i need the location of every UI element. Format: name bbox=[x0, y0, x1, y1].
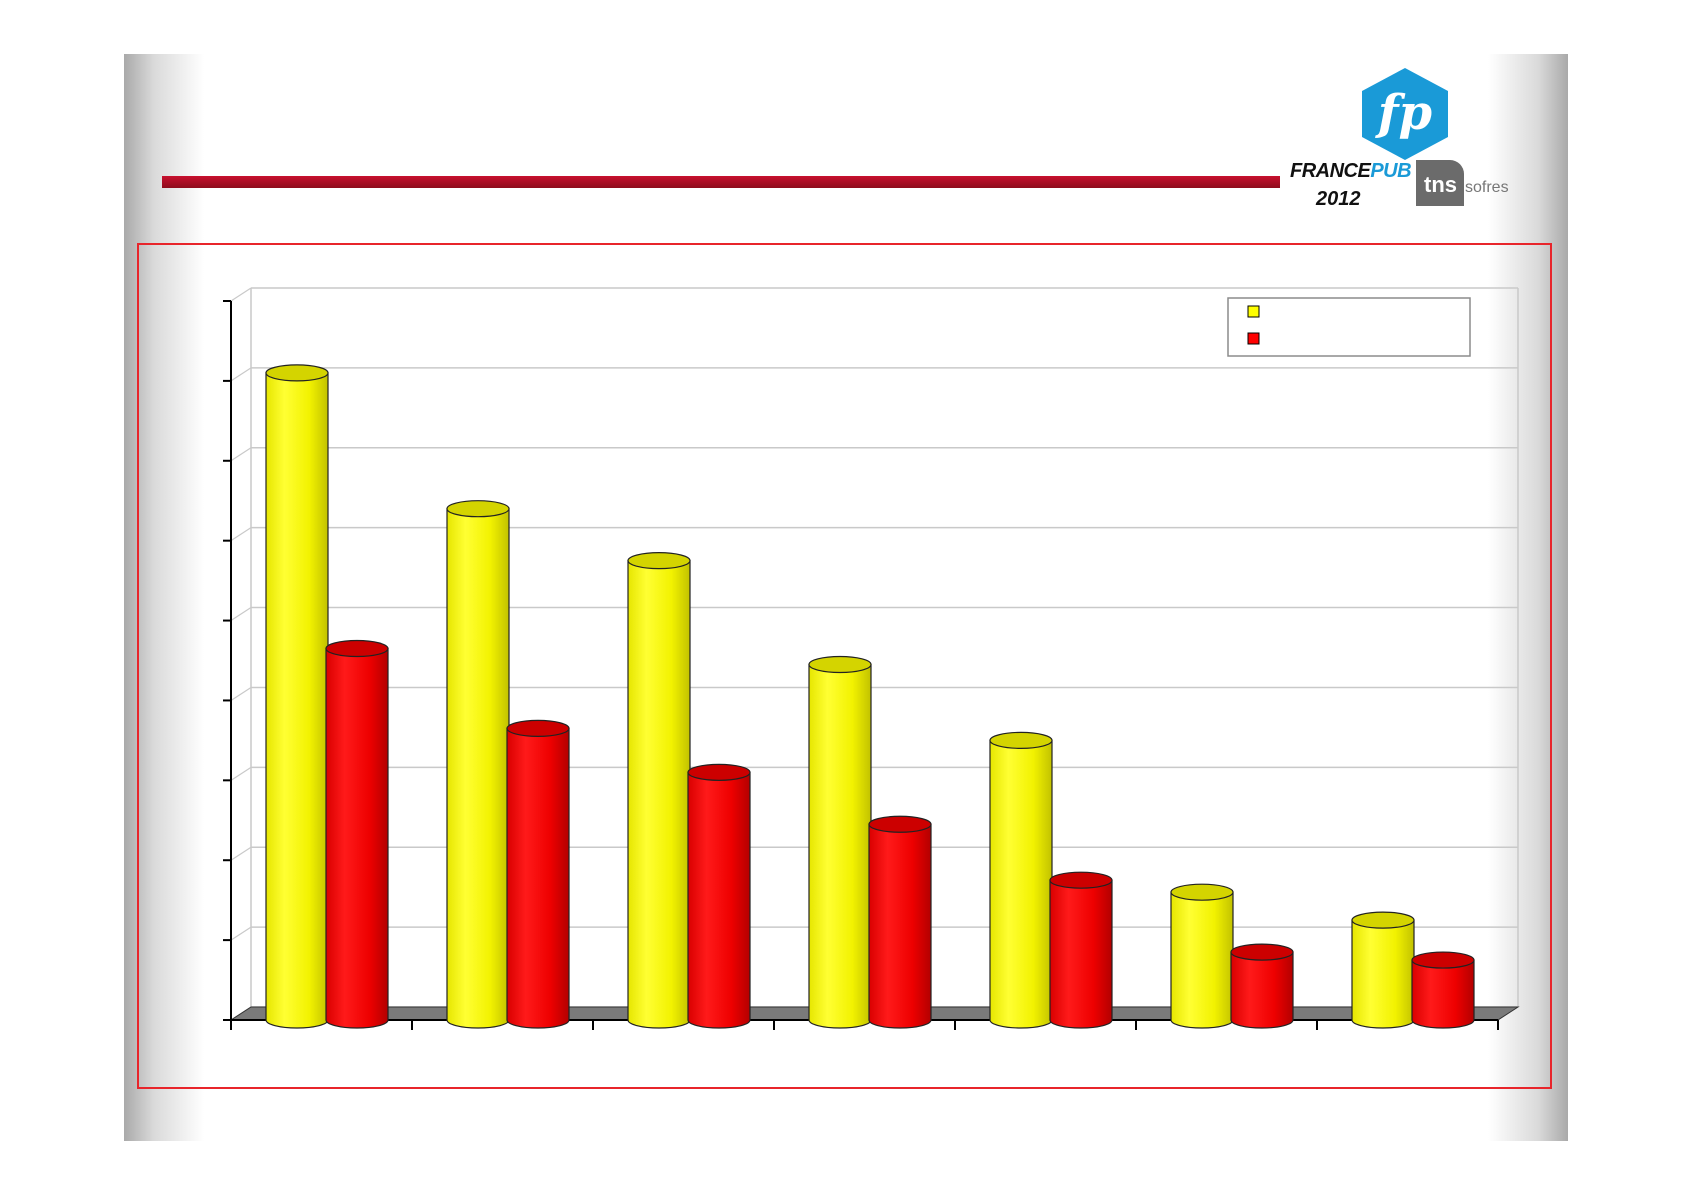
francepub-logo-mark: fp bbox=[1377, 85, 1433, 141]
bar-body bbox=[325, 647, 389, 1029]
side-wall-gridline bbox=[230, 527, 252, 542]
bar bbox=[1230, 943, 1294, 1029]
bar-cap bbox=[1411, 951, 1475, 969]
bar-cap bbox=[446, 500, 510, 518]
bar-body bbox=[989, 739, 1053, 1029]
bar-cap bbox=[808, 655, 872, 674]
bar-body bbox=[808, 663, 872, 1029]
bar-body bbox=[265, 372, 329, 1029]
legend bbox=[1227, 297, 1471, 357]
bar-body bbox=[1230, 951, 1294, 1029]
bar bbox=[687, 763, 751, 1029]
bar-cap bbox=[868, 815, 932, 833]
side-wall-gridline bbox=[230, 367, 252, 382]
side-wall-gridline bbox=[230, 766, 252, 781]
bar-body bbox=[1351, 919, 1415, 1029]
legend-swatch bbox=[1247, 332, 1260, 345]
logo-year: 2012 bbox=[1316, 188, 1361, 210]
bar-cap bbox=[1230, 943, 1294, 961]
francepub-logo-text: FRANCEPUB bbox=[1290, 160, 1440, 183]
bar bbox=[1351, 911, 1415, 1029]
tns-logo-text: tns bbox=[1424, 172, 1457, 197]
legend-swatch bbox=[1247, 305, 1260, 318]
tns-logo-icon bbox=[1416, 160, 1464, 206]
bar-body bbox=[687, 771, 751, 1029]
bar-layer bbox=[265, 364, 1475, 1029]
bar bbox=[325, 639, 389, 1029]
bar-cap bbox=[506, 719, 570, 738]
side-wall-gridline bbox=[230, 607, 252, 622]
bar bbox=[1170, 883, 1234, 1029]
bar bbox=[989, 731, 1053, 1029]
side-wall-gridline bbox=[230, 846, 252, 861]
bar bbox=[506, 719, 570, 1029]
bar-body bbox=[506, 727, 570, 1029]
bar-body bbox=[627, 560, 691, 1029]
bar-body bbox=[1049, 879, 1113, 1029]
bar bbox=[265, 364, 329, 1029]
chart-frame bbox=[137, 243, 1552, 1089]
sofres-logo-text: sofres bbox=[1465, 179, 1509, 196]
bar-cap bbox=[627, 552, 691, 570]
bar-body bbox=[868, 823, 932, 1029]
brand-prefix: FRANCE bbox=[1290, 160, 1371, 182]
side-wall-gridline bbox=[230, 926, 252, 941]
bar-cap bbox=[1351, 911, 1415, 929]
bar-cap bbox=[265, 364, 329, 382]
bar-cap bbox=[325, 639, 389, 658]
side-wall-gridline bbox=[230, 287, 252, 302]
bar-body bbox=[446, 508, 510, 1029]
bar-body bbox=[1170, 891, 1234, 1029]
bar bbox=[446, 500, 510, 1029]
francepub-logo-icon bbox=[1362, 68, 1448, 160]
brand-suffix: PUB bbox=[1370, 160, 1412, 182]
bar bbox=[1049, 871, 1113, 1029]
side-wall-gridline bbox=[230, 447, 252, 462]
bar bbox=[627, 552, 691, 1029]
title-rule bbox=[162, 176, 1280, 188]
bar-cap bbox=[1170, 883, 1234, 901]
legend-box bbox=[1227, 297, 1471, 357]
bar bbox=[1411, 951, 1475, 1029]
bar-cap bbox=[687, 763, 751, 781]
bar-cap bbox=[989, 731, 1053, 749]
bar-body bbox=[1411, 959, 1475, 1029]
bar bbox=[868, 815, 932, 1029]
bar-cap bbox=[1049, 871, 1113, 889]
bar bbox=[808, 655, 872, 1029]
side-wall-gridline bbox=[230, 686, 252, 701]
